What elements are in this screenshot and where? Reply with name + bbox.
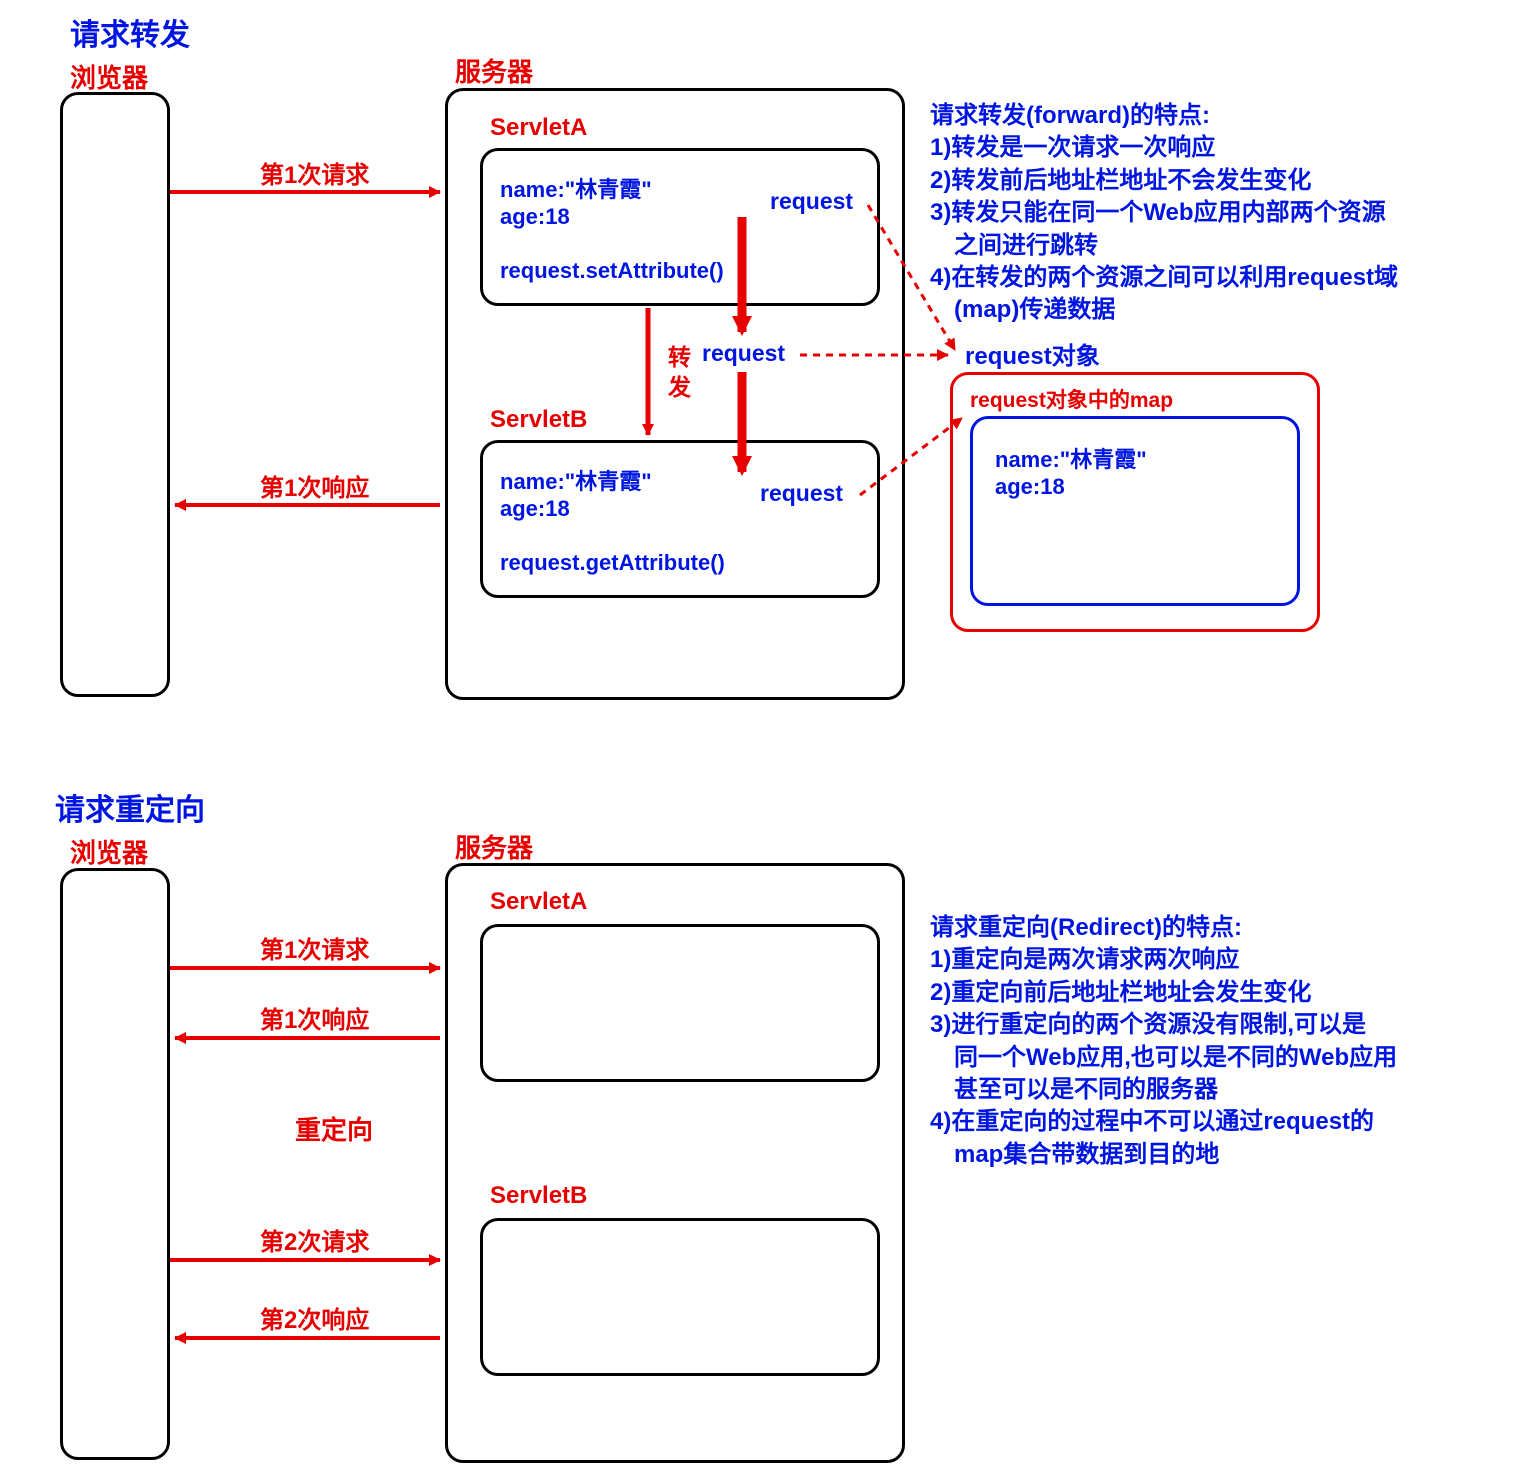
a-age: age:18 [500, 204, 570, 230]
b-age: age:18 [500, 496, 570, 522]
section1-title: 请求转发 [70, 10, 190, 54]
fwd-n4b: (map)传递数据 [930, 296, 1115, 323]
fwd-n2: 2)转发前后地址栏地址不会发生变化 [930, 167, 1311, 194]
server-label-1: 服务器 [455, 52, 533, 89]
browser-box-2 [60, 868, 170, 1460]
a-method: request.setAttribute() [500, 258, 724, 284]
servletB-label-1: ServletB [490, 406, 587, 434]
fwd-notes-title: 请求转发(forward)的特点: [930, 102, 1210, 129]
fwd-n3a: 3)转发只能在同一个Web应用内部两个资源 [930, 199, 1386, 226]
rd-n1: 1)重定向是两次请求两次响应 [930, 946, 1239, 973]
forward-fa: 发 [668, 368, 691, 402]
rd-n3: 3)进行重定向的两个资源没有限制,可以是 [930, 1011, 1366, 1038]
req-obj-label: request对象 [965, 336, 1100, 371]
redirect-label: 重定向 [295, 1110, 373, 1147]
req-bot: request [760, 480, 843, 507]
req1-label-1: 第1次请求 [260, 155, 369, 190]
section2-title: 请求重定向 [55, 785, 205, 829]
req1-label-2: 第1次请求 [260, 930, 369, 965]
rd-notes-title: 请求重定向(Redirect)的特点: [930, 914, 1242, 941]
rd-n3b: 同一个Web应用,也可以是不同的Web应用 [930, 1044, 1397, 1071]
servletB-box-2 [480, 1218, 880, 1376]
rd-n2: 2)重定向前后地址栏地址会发生变化 [930, 979, 1311, 1006]
browser-box-1 [60, 92, 170, 697]
forward-zh: 转 [668, 338, 691, 372]
server-label-2: 服务器 [455, 828, 533, 865]
rd-n4: 4)在重定向的过程中不可以通过request的 [930, 1108, 1374, 1135]
browser-label-2: 浏览器 [70, 833, 148, 870]
resp1-label-1: 第1次响应 [260, 468, 369, 503]
map-age: age:18 [995, 474, 1065, 500]
req-mid: request [702, 340, 785, 367]
a-name: name:"林青霞" [500, 172, 652, 204]
req-top: request [770, 188, 853, 215]
diagram-canvas: 请求转发 浏览器 服务器 ServletA name:"林青霞" age:18 … [0, 0, 1537, 1477]
forward-notes: 请求转发(forward)的特点: 1)转发是一次请求一次响应 2)转发前后地址… [930, 100, 1398, 327]
fwd-n4: 4)在转发的两个资源之间可以利用request域 [930, 264, 1398, 291]
servletA-label-2: ServletA [490, 888, 587, 916]
resp2-label-2: 第2次响应 [260, 1300, 369, 1335]
rd-n4b: map集合带数据到目的地 [930, 1141, 1219, 1168]
browser-label-1: 浏览器 [70, 58, 148, 95]
redirect-notes: 请求重定向(Redirect)的特点: 1)重定向是两次请求两次响应 2)重定向… [930, 912, 1397, 1171]
servletA-label-1: ServletA [490, 114, 587, 142]
map-label: request对象中的map [970, 384, 1173, 414]
fwd-n3b: 之间进行跳转 [930, 232, 1098, 259]
rd-n3c: 甚至可以是不同的服务器 [930, 1076, 1218, 1103]
servletB-label-2: ServletB [490, 1182, 587, 1210]
servletA-box-2 [480, 924, 880, 1082]
b-method: request.getAttribute() [500, 550, 725, 576]
fwd-n1: 1)转发是一次请求一次响应 [930, 134, 1215, 161]
b-name: name:"林青霞" [500, 464, 652, 496]
resp1-label-2: 第1次响应 [260, 1000, 369, 1035]
map-name: name:"林青霞" [995, 442, 1147, 474]
req2-label-2: 第2次请求 [260, 1222, 369, 1257]
